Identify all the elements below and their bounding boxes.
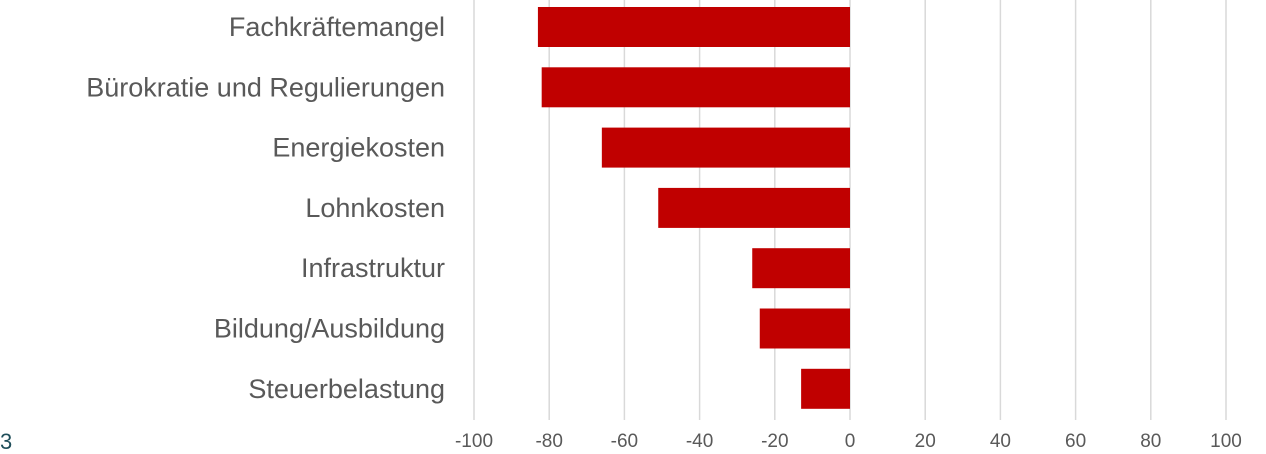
bar [658,187,850,228]
bar [801,368,850,409]
category-label: Energiekosten [272,133,445,163]
x-tick-label: 40 [990,431,1011,452]
x-tick-label: 60 [1065,431,1086,452]
category-label: Bürokratie und Regulierungen [86,72,445,102]
x-tick-label: -80 [535,431,562,452]
category-label: Bildung/Ausbildung [214,314,445,344]
x-tick-label: 0 [845,431,856,452]
category-label: Steuerbelastung [248,374,445,404]
bar [752,248,850,289]
x-tick-label: -40 [686,431,713,452]
x-tick-label: 80 [1140,431,1161,452]
x-tick-label: -100 [455,431,493,452]
page-number: 3 [0,429,13,454]
x-tick-label: 100 [1210,431,1242,452]
x-axis-tick-labels: -100 -80 -60 -40 -20 0 20 40 60 80 100 [455,431,1242,452]
bar [537,7,850,47]
category-label: Infrastruktur [301,253,445,283]
category-label: Fachkräftemangel [229,12,445,42]
x-tick-label: 20 [915,431,936,452]
bar [601,127,850,168]
bar [541,67,850,108]
category-labels: Fachkräftemangel Bürokratie und Regulieru… [86,12,445,404]
category-label: Lohnkosten [305,193,445,223]
x-tick-label: -20 [761,431,788,452]
bars [537,7,850,409]
x-tick-label: -60 [611,431,638,452]
bar [759,308,850,349]
